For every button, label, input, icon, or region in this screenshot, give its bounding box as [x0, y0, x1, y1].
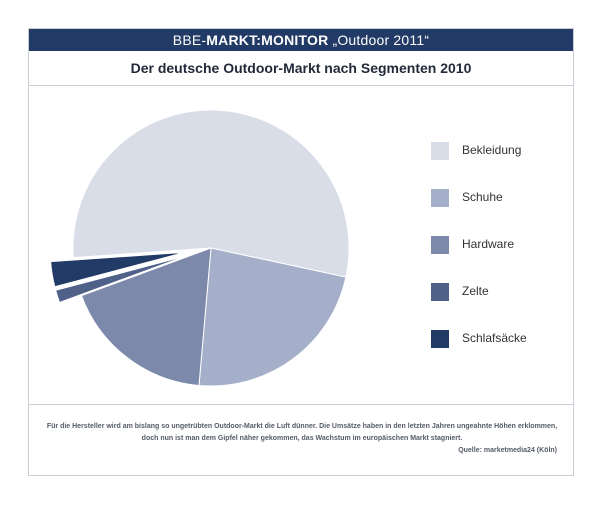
legend-label: Zelte — [462, 284, 489, 298]
legend-swatch — [431, 236, 449, 254]
legend-swatch — [431, 283, 449, 301]
brand-bar: BBE-MARKT:MONITOR „Outdoor 2011“ — [29, 29, 573, 51]
brand-prefix: BBE- — [172, 32, 207, 48]
pie-slice-bekleidung — [72, 109, 350, 278]
legend-label: Bekleidung — [462, 143, 522, 157]
source-credit: Quelle: marketmedia24 (Köln) — [458, 447, 557, 454]
legend-label: Schlafsäcke — [462, 331, 527, 345]
brand-main: MARKT:MONITOR — [206, 32, 329, 48]
chart-card: BBE-MARKT:MONITOR „Outdoor 2011“ Der deu… — [28, 28, 574, 476]
footer: Für die Hersteller wird am bislang so un… — [29, 404, 573, 476]
legend-swatch — [431, 330, 449, 348]
pie-slice-schuhe — [198, 247, 347, 387]
chart-area: Bekleidung Schuhe Hardware Zelte Schlafsäcke — [29, 86, 573, 404]
pie-slice-zelte — [55, 255, 187, 304]
pie-slice-hardware — [80, 247, 212, 387]
footer-note: Für die Hersteller wird am bislang so un… — [46, 423, 558, 442]
legend-label: Hardware — [462, 237, 515, 251]
legend-swatch — [431, 142, 449, 160]
brand-suffix: „Outdoor 2011“ — [328, 32, 430, 48]
pie-chart — [50, 109, 350, 387]
legend-swatch — [431, 189, 449, 207]
legend-label: Schuhe — [462, 190, 503, 204]
chart-title: Der deutsche Outdoor-Markt nach Segmente… — [29, 51, 573, 86]
pie-slice-schlafs-cke — [50, 251, 186, 288]
